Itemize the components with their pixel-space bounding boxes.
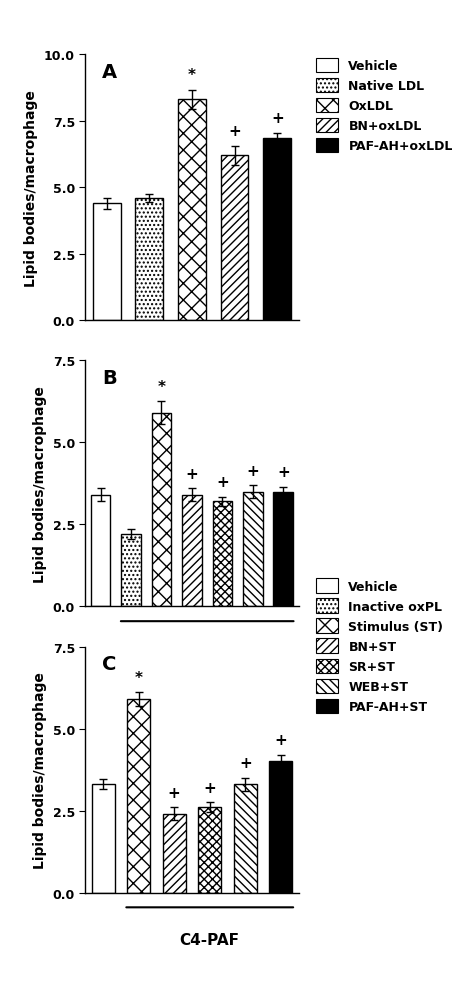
Bar (234, 784, 257, 893)
Text: +: + (228, 124, 241, 138)
Text: B: B (102, 368, 117, 387)
Bar (136, 199, 163, 321)
Bar (243, 492, 263, 607)
Text: +: + (274, 733, 287, 747)
Text: *: * (135, 670, 143, 685)
Y-axis label: Lipid bodies/macrophage: Lipid bodies/macrophage (24, 89, 38, 287)
Bar (212, 502, 232, 607)
Text: +: + (203, 780, 216, 795)
Bar (264, 138, 291, 321)
Text: +: + (239, 755, 252, 770)
Bar (178, 100, 206, 321)
Bar (91, 495, 110, 607)
Bar (163, 814, 186, 893)
Bar (152, 413, 172, 607)
Text: +: + (216, 474, 229, 489)
Text: Active oxPL: Active oxPL (157, 646, 257, 661)
Bar (121, 535, 141, 607)
Bar (269, 761, 292, 893)
Legend: Vehicle, Native LDL, OxLDL, BN+oxLDL, PAF-AH+oxLDL: Vehicle, Native LDL, OxLDL, BN+oxLDL, PA… (313, 56, 455, 155)
Bar (221, 156, 248, 321)
Bar (93, 204, 120, 321)
Text: +: + (271, 110, 283, 125)
Bar (198, 807, 221, 893)
Text: +: + (246, 463, 259, 478)
Text: +: + (168, 785, 181, 800)
Text: C: C (102, 654, 117, 673)
Bar (182, 495, 202, 607)
Legend: Vehicle, Inactive oxPL, Stimulus (ST), BN+ST, SR+ST, WEB+ST, PAF-AH+ST: Vehicle, Inactive oxPL, Stimulus (ST), B… (313, 576, 446, 716)
Bar (127, 699, 150, 893)
Bar (91, 784, 115, 893)
Y-axis label: Lipid bodies/macrophage: Lipid bodies/macrophage (33, 671, 47, 869)
Text: *: * (188, 68, 196, 83)
Text: A: A (102, 63, 118, 82)
Text: +: + (277, 464, 290, 479)
Text: *: * (157, 380, 165, 394)
Text: C4-PAF: C4-PAF (180, 932, 240, 947)
Text: +: + (186, 466, 198, 481)
Bar (273, 492, 293, 607)
Y-axis label: Lipid bodies/macrophage: Lipid bodies/macrophage (33, 385, 47, 583)
